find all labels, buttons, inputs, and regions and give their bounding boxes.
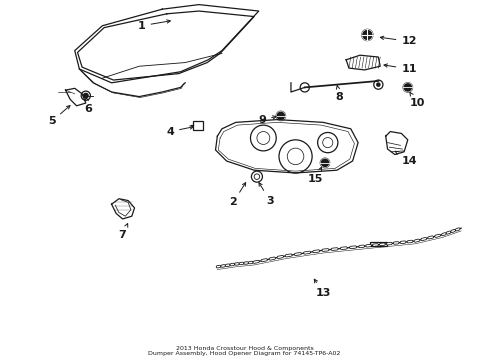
Circle shape <box>375 82 380 87</box>
Circle shape <box>276 111 285 121</box>
Text: 9: 9 <box>258 114 276 125</box>
Text: 2: 2 <box>229 183 245 207</box>
Text: 10: 10 <box>408 93 424 108</box>
Text: 15: 15 <box>307 167 323 184</box>
Text: 8: 8 <box>335 86 343 102</box>
Bar <box>369 242 386 246</box>
Circle shape <box>320 158 329 167</box>
Text: 14: 14 <box>394 151 416 166</box>
Text: 12: 12 <box>380 36 416 46</box>
Text: 2013 Honda Crosstour Hood & Components
Dumper Assembly, Hood Opener Diagram for : 2013 Honda Crosstour Hood & Components D… <box>148 346 340 356</box>
Circle shape <box>403 83 411 92</box>
Text: 4: 4 <box>166 126 193 136</box>
Circle shape <box>361 30 372 40</box>
Text: 11: 11 <box>383 64 416 74</box>
Circle shape <box>83 93 88 98</box>
Text: 13: 13 <box>314 279 330 298</box>
Bar <box>193 121 202 130</box>
Text: 5: 5 <box>48 105 70 126</box>
Text: 7: 7 <box>119 224 127 240</box>
Text: 3: 3 <box>259 183 273 206</box>
Text: 6: 6 <box>84 98 92 113</box>
Text: 1: 1 <box>138 20 170 31</box>
